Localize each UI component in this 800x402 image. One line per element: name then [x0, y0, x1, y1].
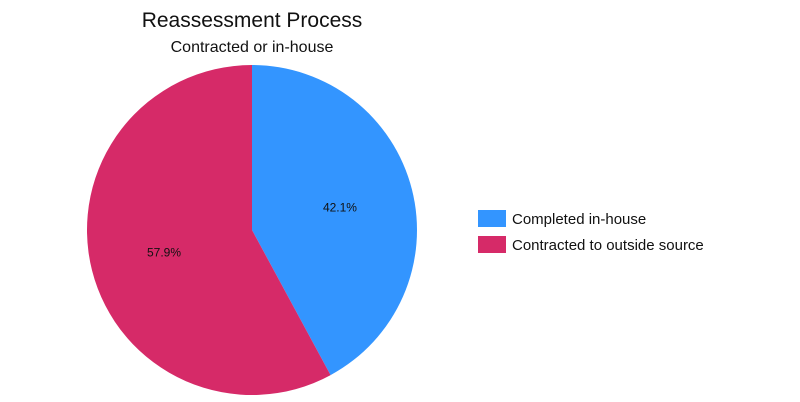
pie-slices	[86, 65, 417, 396]
chart-title: Reassessment Process	[142, 9, 363, 32]
legend-label-1: Completed in-house	[512, 211, 646, 228]
legend: Completed in-house Contracted to outside …	[478, 210, 704, 254]
pie-slice-1	[252, 65, 417, 376]
pie-slice-labels: 42.1% 57.9%	[147, 201, 357, 260]
legend-swatch-1	[478, 210, 506, 227]
pie-slice-2	[86, 65, 331, 396]
chart-subtitle: Contracted or in-house	[171, 39, 334, 56]
pie-slice-label-1: 42.1%	[323, 201, 357, 215]
legend-swatch-2	[478, 236, 506, 253]
legend-label-2: Contracted to outside source	[512, 237, 704, 254]
pie-slice-label-2: 57.9%	[147, 245, 181, 259]
legend-item-1: Completed in-house	[478, 210, 646, 228]
legend-item-2: Contracted to outside source	[478, 236, 704, 254]
